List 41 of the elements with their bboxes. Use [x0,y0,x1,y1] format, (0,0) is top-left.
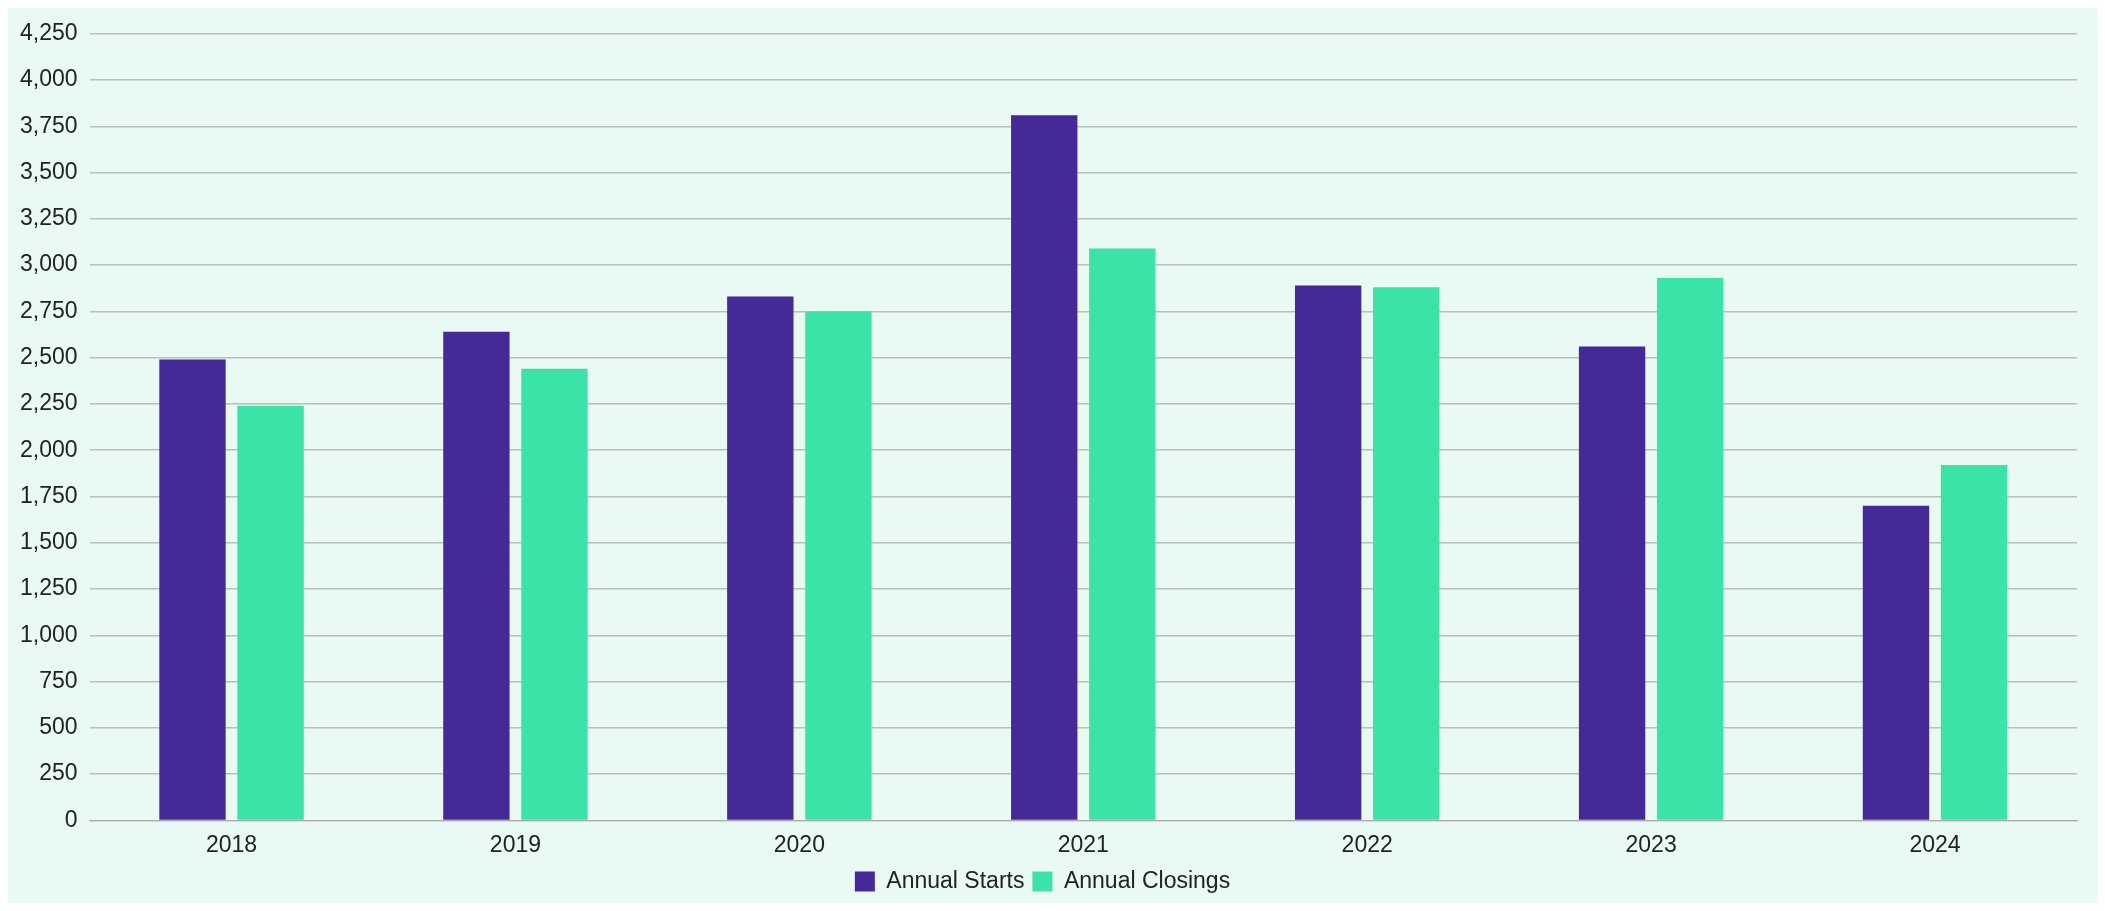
x-tick-label: 2024 [1909,830,1961,857]
bar [237,405,304,820]
y-tick-label: 2,500 [19,343,78,370]
y-tick-label: 250 [39,759,78,786]
bar [159,359,226,820]
y-tick-label: 2,000 [19,435,78,462]
bar [805,311,872,820]
x-tick-label: 2020 [773,830,825,857]
y-tick-label: 3,000 [19,250,78,277]
legend-label: Annual Starts [886,866,1025,893]
bar [1294,285,1362,820]
bar [1656,278,1724,820]
bar [1578,346,1646,820]
bar [727,296,794,820]
y-tick-label: 3,750 [19,111,78,138]
y-tick-label: 2,750 [19,296,78,323]
bar [443,331,510,820]
y-tick-label: 2,250 [19,389,78,416]
x-tick-label: 2019 [489,830,542,857]
y-tick-label: 1,500 [19,528,78,555]
bar [521,368,588,820]
y-tick-label: 1,750 [19,481,78,508]
y-tick-label: 4,000 [19,65,78,92]
y-tick-label: 3,250 [19,204,78,231]
y-tick-label: 4,250 [19,19,78,46]
x-tick-label: 2018 [205,830,258,857]
x-tick-label: 2023 [1625,830,1677,857]
bar [1089,248,1156,820]
bar [1373,287,1440,820]
y-tick-label: 1,250 [19,574,78,601]
legend-label: Annual Closings [1063,866,1231,893]
y-tick-label: 3,500 [19,157,78,184]
y-tick-label: 750 [39,666,78,693]
y-tick-label: 500 [39,713,78,740]
x-tick-label: 2021 [1057,830,1109,857]
x-tick-label: 2022 [1341,830,1393,857]
bar [1940,465,2008,820]
y-tick-label: 1,000 [19,620,78,647]
bar [1011,115,1078,820]
y-tick-label: 0 [64,805,78,832]
bar [1862,505,1930,820]
